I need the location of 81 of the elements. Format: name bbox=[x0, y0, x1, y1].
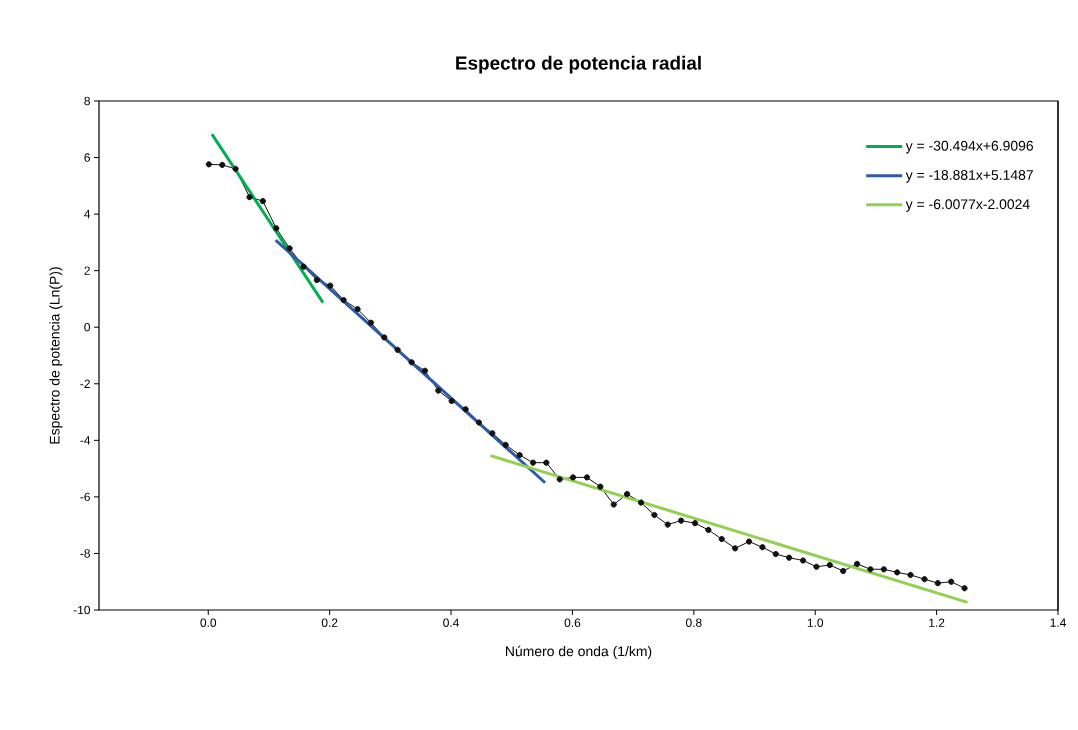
point bbox=[462, 406, 469, 413]
point bbox=[948, 578, 955, 585]
point bbox=[232, 165, 239, 172]
y-tick-label: 2 bbox=[84, 266, 90, 275]
x-tick-label: 1.2 bbox=[929, 618, 945, 627]
chart-title: Espectro de potencia radial bbox=[456, 55, 701, 74]
point bbox=[313, 276, 320, 284]
y-axis-title: Espectro de potencia (Ln(P)) bbox=[49, 267, 63, 444]
x-tick-label: 1.0 bbox=[807, 618, 824, 627]
point bbox=[759, 544, 766, 551]
x-axis-title: Número de onda (1/km) bbox=[506, 645, 652, 659]
point bbox=[921, 576, 928, 583]
point bbox=[246, 194, 253, 201]
point bbox=[529, 459, 537, 466]
y-tick-label: 4 bbox=[84, 210, 91, 219]
point bbox=[786, 554, 793, 561]
point bbox=[826, 561, 833, 569]
point bbox=[435, 387, 442, 394]
point bbox=[421, 367, 429, 374]
y-tick-label: 8 bbox=[84, 96, 90, 106]
point bbox=[327, 282, 334, 289]
point bbox=[448, 397, 455, 405]
point bbox=[367, 319, 375, 326]
point bbox=[623, 490, 631, 498]
x-tick-label: 0.8 bbox=[685, 618, 702, 627]
y-tick-label: -8 bbox=[80, 549, 90, 558]
y-tick-label: -10 bbox=[73, 605, 91, 615]
point bbox=[813, 563, 820, 570]
legend-label: y = -30.494x+6.9096 bbox=[905, 140, 1034, 154]
y-tick-label: -6 bbox=[80, 492, 90, 502]
y-tick-label: -2 bbox=[80, 379, 90, 388]
point bbox=[637, 499, 645, 506]
point bbox=[894, 569, 901, 576]
point bbox=[745, 538, 753, 545]
x-tick-label: 0.2 bbox=[321, 618, 338, 627]
point bbox=[664, 521, 671, 528]
point bbox=[502, 441, 509, 448]
point bbox=[880, 566, 887, 573]
point bbox=[354, 306, 361, 313]
point bbox=[300, 263, 307, 270]
point bbox=[475, 419, 483, 426]
point bbox=[934, 580, 941, 587]
point bbox=[219, 161, 226, 168]
x-tick-label: 0.4 bbox=[443, 618, 459, 627]
point bbox=[583, 474, 591, 481]
point bbox=[799, 557, 807, 564]
point bbox=[651, 511, 658, 519]
point bbox=[732, 545, 739, 552]
point bbox=[286, 245, 293, 252]
point bbox=[961, 585, 968, 592]
point bbox=[840, 567, 847, 575]
point bbox=[489, 430, 496, 437]
point bbox=[394, 346, 401, 353]
point bbox=[543, 459, 550, 466]
point bbox=[516, 451, 523, 459]
x-tick-label: 0.0 bbox=[200, 618, 217, 627]
point bbox=[259, 198, 266, 205]
point bbox=[691, 520, 699, 527]
point bbox=[381, 334, 388, 341]
y-tick-label: 6 bbox=[84, 153, 90, 162]
point bbox=[273, 225, 280, 232]
point bbox=[610, 501, 617, 508]
x-tick-label: 1.4 bbox=[1050, 618, 1066, 627]
point bbox=[705, 526, 712, 534]
point bbox=[718, 535, 725, 543]
point bbox=[677, 517, 685, 524]
point bbox=[907, 571, 914, 579]
y-tick-label: 0 bbox=[84, 322, 91, 332]
legend-label: y = -6.0077x-2.0024 bbox=[905, 199, 1030, 212]
point bbox=[867, 566, 874, 573]
point bbox=[205, 161, 212, 168]
point bbox=[569, 474, 577, 481]
point bbox=[556, 476, 563, 483]
point bbox=[772, 550, 779, 558]
y-tick-label: -4 bbox=[80, 436, 91, 445]
legend-label: y = -18.881x+5.1487 bbox=[905, 170, 1033, 183]
point bbox=[597, 483, 604, 490]
point bbox=[854, 560, 861, 567]
point bbox=[408, 359, 415, 366]
x-tick-label: 0.6 bbox=[564, 618, 581, 627]
point bbox=[340, 296, 347, 304]
